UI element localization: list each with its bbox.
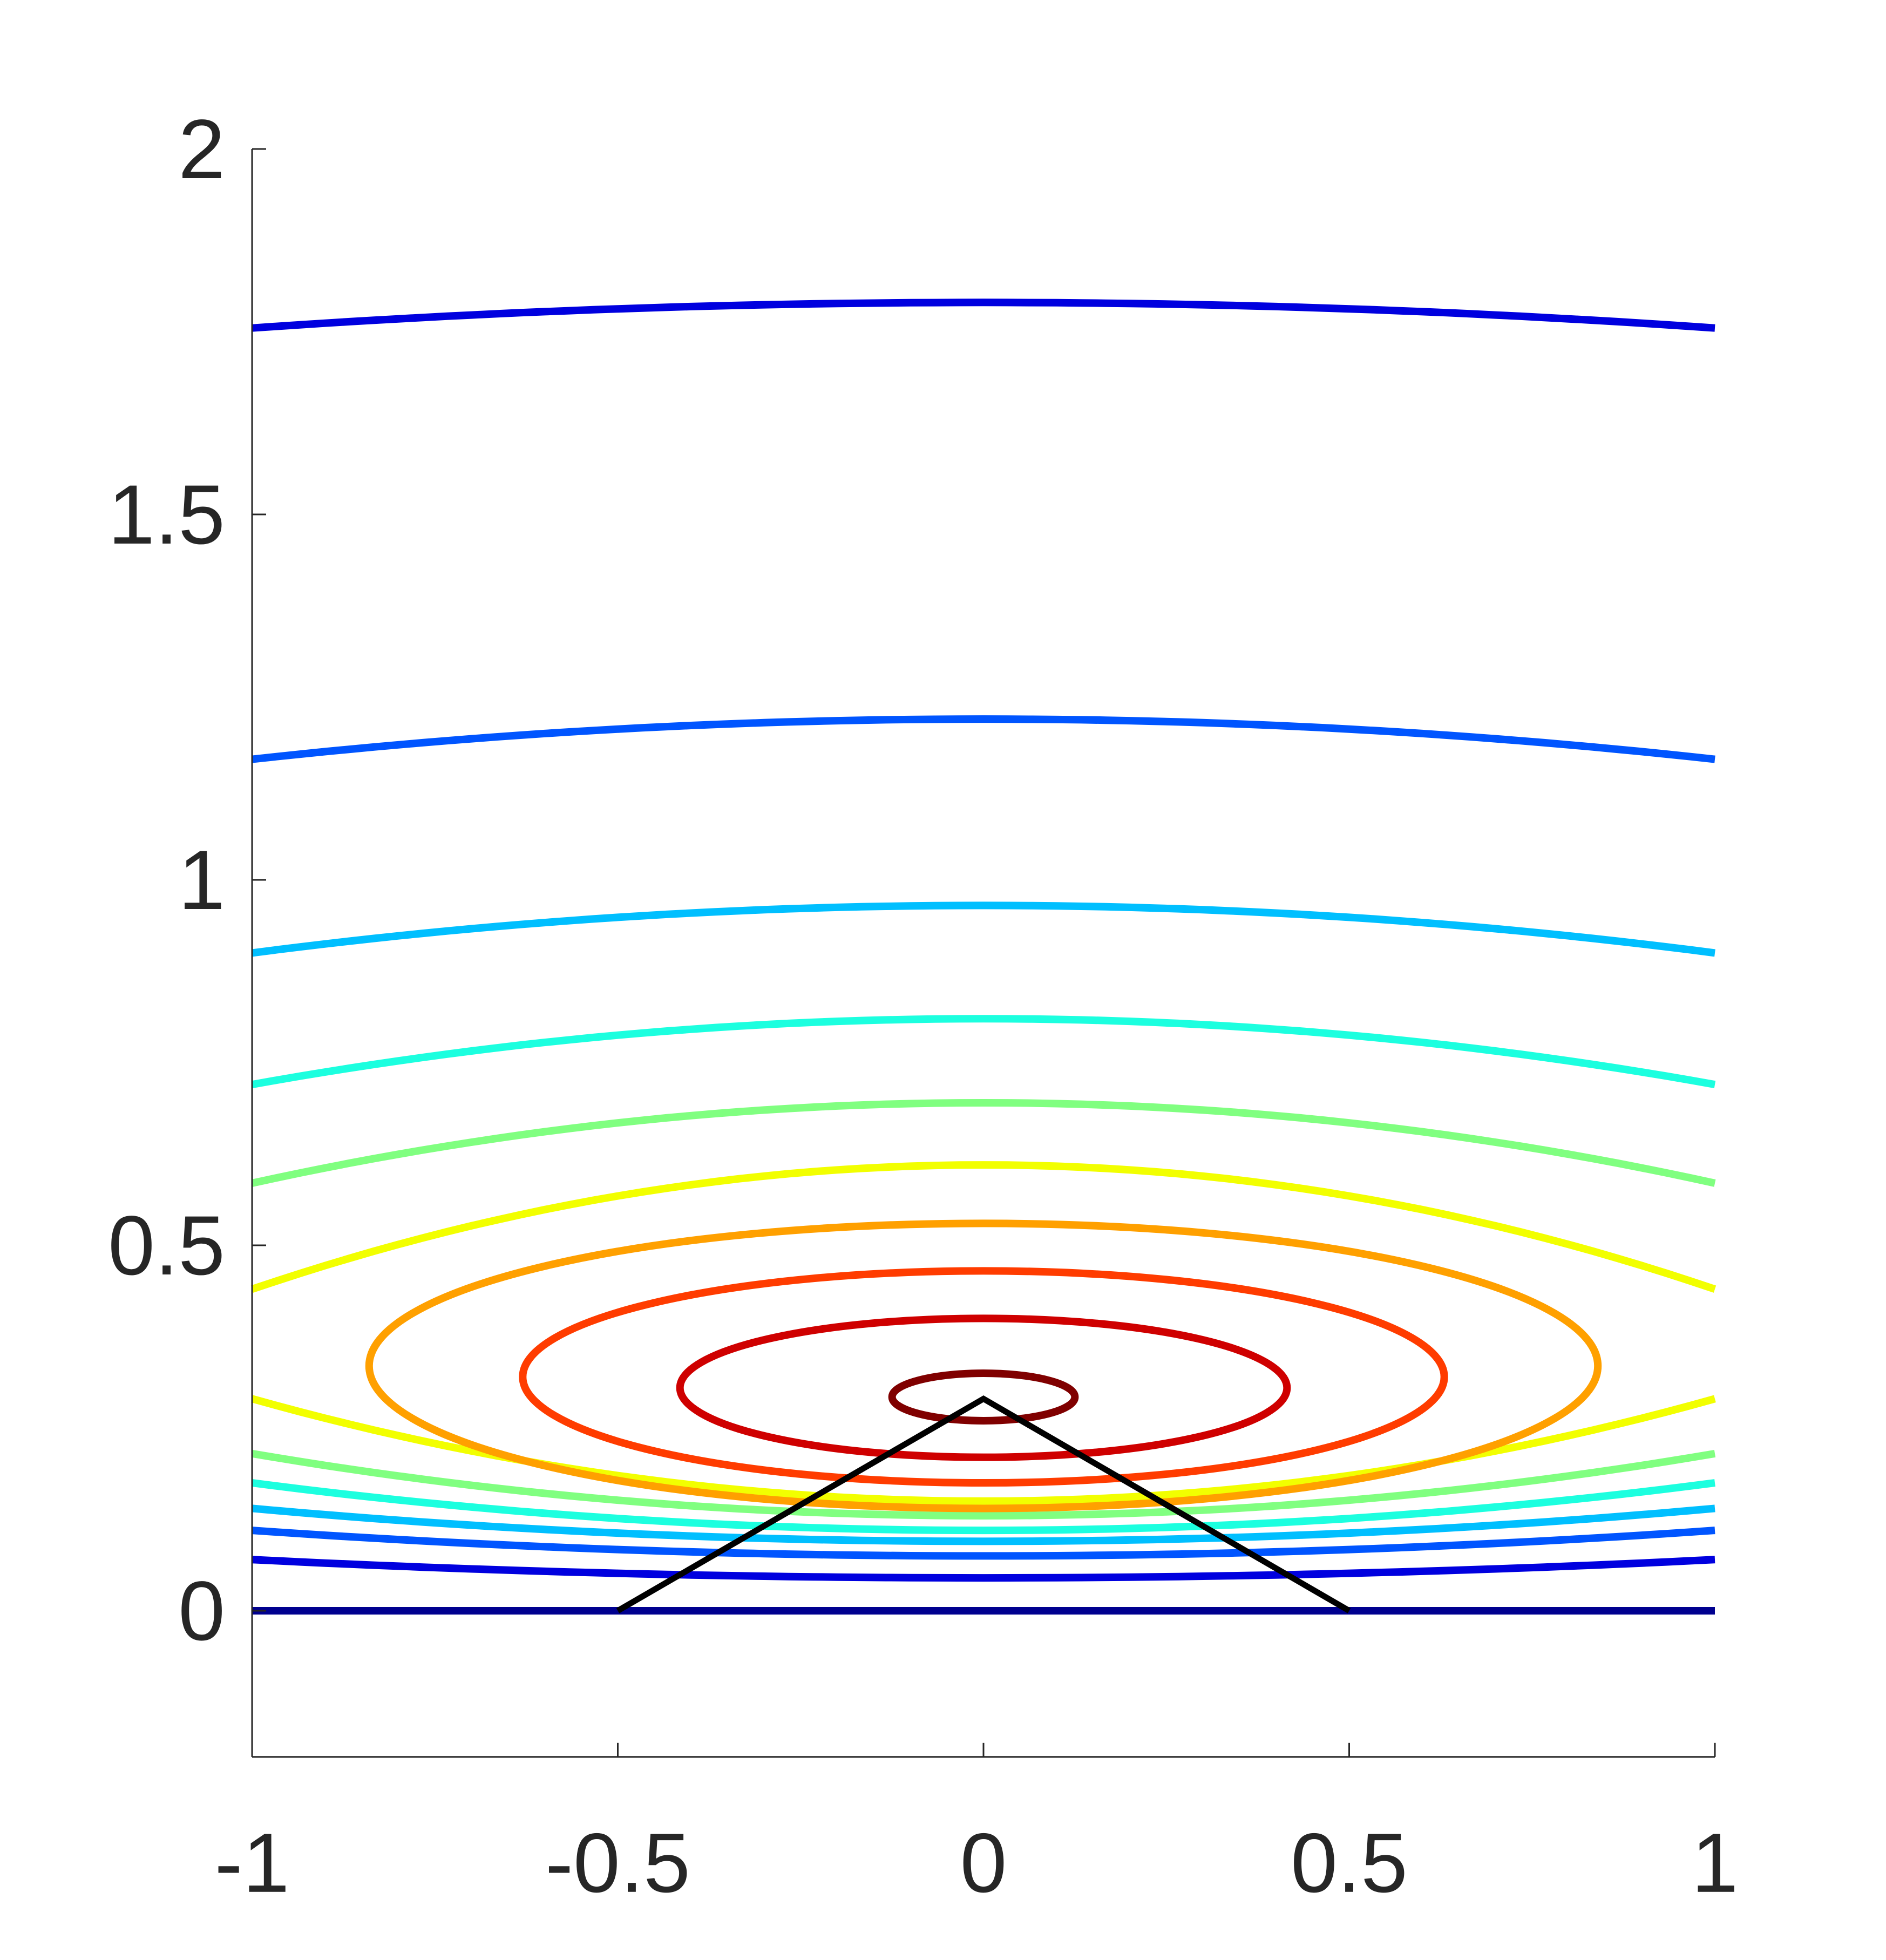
contour-line-lower bbox=[252, 1479, 1715, 1535]
x-tick-label: 0.5 bbox=[1291, 1816, 1408, 1910]
contour-line-lower bbox=[252, 1556, 1715, 1582]
contour-line-upper bbox=[252, 901, 1715, 957]
contour-ellipse bbox=[365, 1219, 1602, 1513]
contour-line-lower bbox=[251, 1449, 1716, 1520]
overlay-layer bbox=[616, 1395, 1351, 1613]
contour-line-upper bbox=[250, 1161, 1717, 1293]
y-tick-label: 1.5 bbox=[108, 468, 225, 562]
x-ticks: -1 -0.5 0 0.5 1 bbox=[215, 1742, 1739, 1910]
contour-line-upper bbox=[251, 1099, 1716, 1187]
y-tick-label: 1 bbox=[178, 833, 225, 927]
x-tick-label: -1 bbox=[215, 1816, 290, 1910]
contour-line-upper bbox=[252, 715, 1715, 763]
contour-line-lower bbox=[252, 1504, 1715, 1545]
y-ticks: 0 0.5 1 1.5 2 bbox=[108, 103, 266, 1658]
x-tick-label: 1 bbox=[1692, 1816, 1739, 1910]
contour-ellipse bbox=[888, 1369, 1079, 1425]
y-tick-label: 0.5 bbox=[108, 1199, 225, 1293]
y-tick-label: 0 bbox=[178, 1564, 225, 1658]
contour-ellipse bbox=[519, 1267, 1448, 1487]
contour-line-lower bbox=[252, 1527, 1715, 1560]
contour-ellipse bbox=[676, 1314, 1291, 1461]
y-tick-label: 2 bbox=[178, 103, 225, 196]
triangle-outline bbox=[616, 1395, 1351, 1613]
contour-line-upper bbox=[252, 299, 1715, 332]
x-tick-label: 0 bbox=[960, 1816, 1007, 1910]
contour-line-upper bbox=[251, 1015, 1716, 1088]
x-tick-label: -0.5 bbox=[545, 1816, 690, 1910]
contour-layer bbox=[250, 299, 1717, 1615]
